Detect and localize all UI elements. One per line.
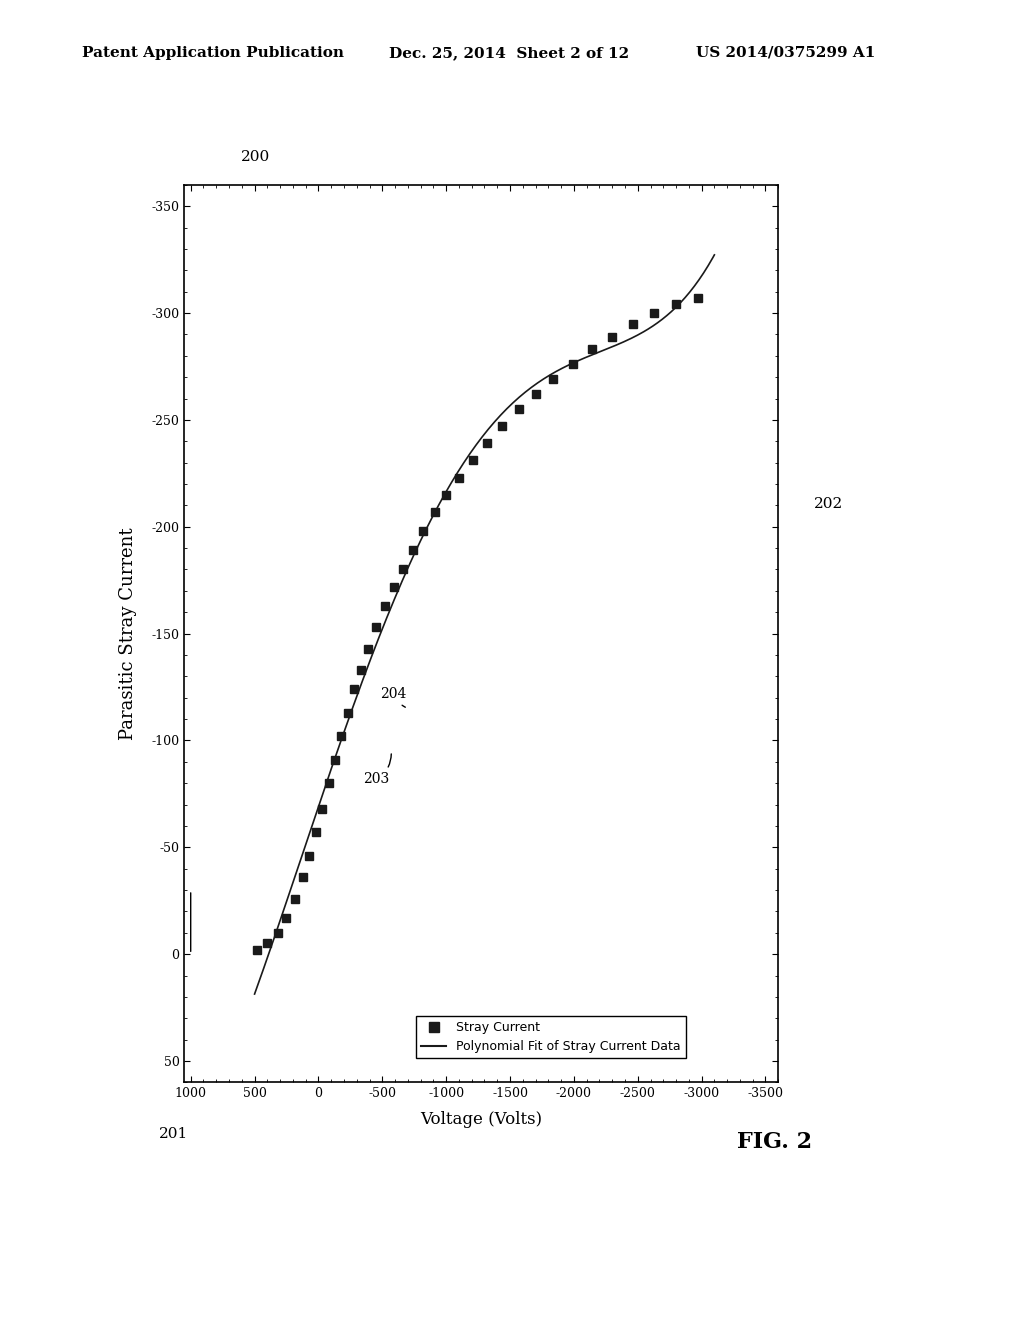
- Y-axis label: Parasitic Stray Current: Parasitic Stray Current: [120, 527, 137, 741]
- Text: US 2014/0375299 A1: US 2014/0375299 A1: [696, 46, 876, 59]
- Text: 202: 202: [814, 498, 844, 511]
- Text: 200: 200: [241, 150, 270, 164]
- Text: 201: 201: [159, 1127, 188, 1140]
- Text: FIG. 2: FIG. 2: [737, 1131, 812, 1154]
- Text: 203: 203: [364, 754, 391, 787]
- Text: Dec. 25, 2014  Sheet 2 of 12: Dec. 25, 2014 Sheet 2 of 12: [389, 46, 629, 59]
- Text: Patent Application Publication: Patent Application Publication: [82, 46, 344, 59]
- X-axis label: Voltage (Volts): Voltage (Volts): [420, 1111, 543, 1129]
- Legend: Stray Current, Polynomial Fit of Stray Current Data: Stray Current, Polynomial Fit of Stray C…: [417, 1016, 686, 1059]
- Text: 204: 204: [380, 686, 407, 708]
